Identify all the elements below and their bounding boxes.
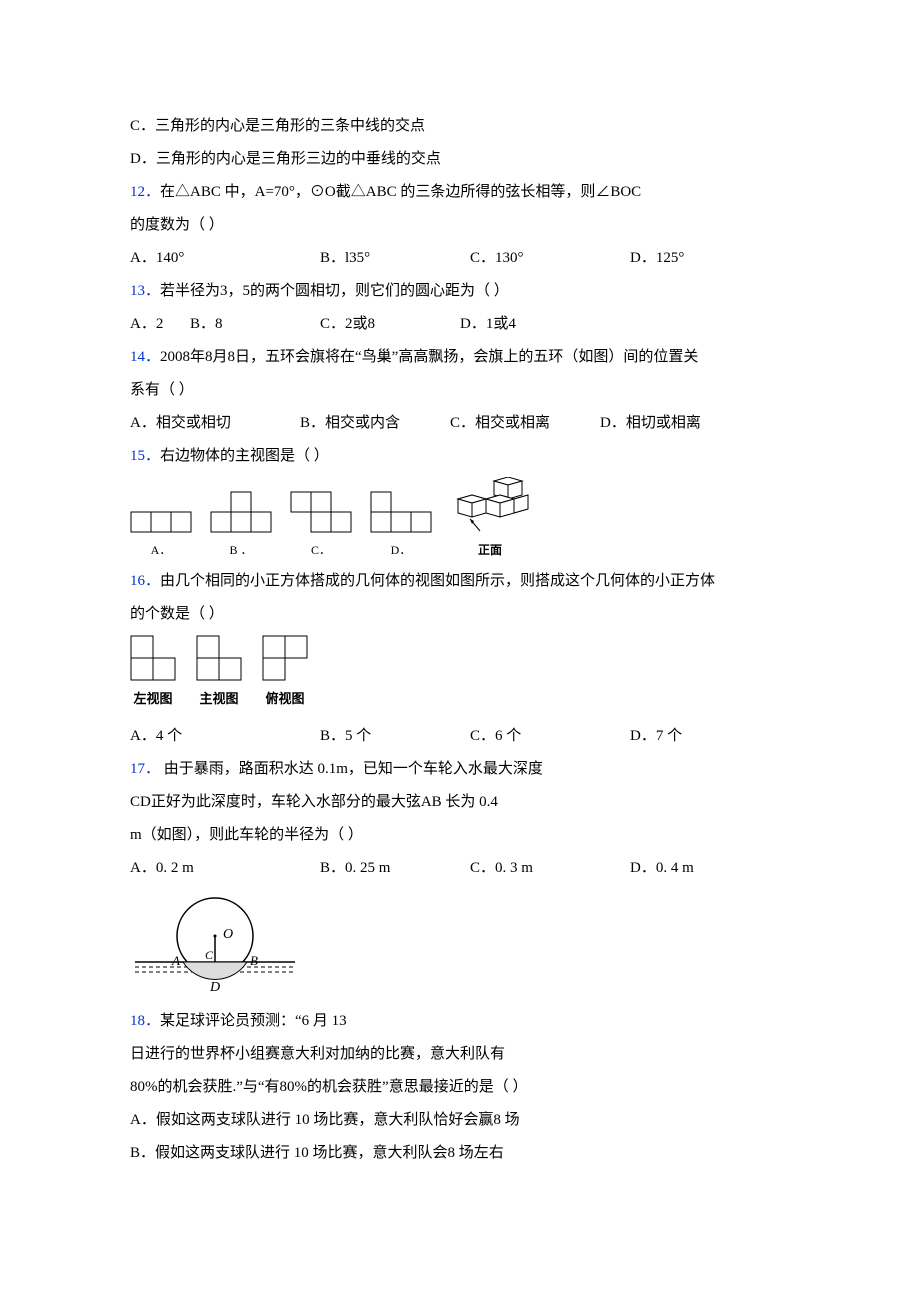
q17-option-a: A．0. 2 m: [130, 852, 320, 885]
q14-text: 2008年8月8日，五环会旗将在“鸟巢”高高飘扬，会旗上的五环（如图）间的位置关: [160, 349, 698, 365]
q15-label-c: C．: [311, 537, 331, 563]
q16-svg-main: [196, 635, 242, 681]
q18-number: 18．: [130, 1013, 160, 1029]
q14-number: 14．: [130, 349, 160, 365]
q16-option-b: B．5 个: [320, 720, 470, 753]
q14-option-a: A．相交或相切: [130, 407, 300, 440]
page: C．三角形的内心是三角形的三条中线的交点 D．三角形的内心是三角形三边的中垂线的…: [0, 0, 920, 1302]
q15-svg-b: [210, 491, 272, 533]
q13-option-d: D．1或4: [460, 308, 516, 341]
q17-label-b: B: [250, 953, 258, 968]
q13-option-c: C．2或8: [320, 308, 460, 341]
q16-option-c: C．6 个: [470, 720, 630, 753]
q16-figures: 左视图 主视图 俯视图: [130, 635, 790, 714]
q17-number: 17．: [130, 761, 160, 777]
q15-fig-d: D．: [370, 491, 432, 563]
q17-options: A．0. 2 m B．0. 25 m C．0. 3 m D．0. 4 m: [130, 852, 790, 885]
q15-fig-c: C．: [290, 491, 352, 563]
q16-fig-top: 俯视图: [262, 635, 308, 714]
q14-option-c: C．相交或相离: [450, 407, 600, 440]
q17-option-b: B．0. 25 m: [320, 852, 470, 885]
q18-line2: 日进行的世界杯小组赛意大利对加纳的比赛，意大利队有: [130, 1038, 790, 1071]
q11-option-c: C．三角形的内心是三角形的三条中线的交点: [130, 110, 790, 143]
q15-svg-a: [130, 491, 192, 533]
q16-number: 16．: [130, 573, 160, 589]
q16-fig-left: 左视图: [130, 635, 176, 714]
q12-option-a: A．140°: [130, 242, 320, 275]
q15-number: 15．: [130, 448, 160, 464]
q17-label-c: C: [205, 948, 214, 962]
q14-line2: 系有（ ）: [130, 374, 790, 407]
q15-svg-d: [370, 491, 432, 533]
q12-number: 12．: [130, 184, 160, 200]
q13-option-a: A．2: [130, 308, 190, 341]
q13-number: 13．: [130, 283, 160, 299]
q14-line1: 14．2008年8月8日，五环会旗将在“鸟巢”高高飘扬，会旗上的五环（如图）间的…: [130, 341, 790, 374]
q15-label-a: A．: [151, 537, 172, 563]
q17-label-a: A: [171, 953, 180, 968]
q17-line1: 17． 由于暴雨，路面积水达 0.1m，已知一个车轮入水最大深度: [130, 753, 790, 786]
q12-options: A．140° B．l35° C．130° D．125°: [130, 242, 790, 275]
q17-label-d: D: [209, 980, 220, 995]
q16-svg-top: [262, 635, 308, 681]
q13-line: 13．若半径为3，5的两个圆相切，则它们的圆心距为（ ）: [130, 275, 790, 308]
q15-figures: A． B ． C．: [130, 477, 790, 563]
q17-figure: O A B C D: [130, 891, 790, 1001]
q15-fig-a: A．: [130, 491, 192, 563]
q14-option-d: D．相切或相离: [600, 407, 701, 440]
q16-fig-main: 主视图: [196, 635, 242, 714]
q17-line2: CD正好为此深度时，车轮入水部分的最大弦AB 长为 0.4: [130, 786, 790, 819]
q15-text: 右边物体的主视图是（ ）: [160, 448, 329, 464]
q15-label-d: D．: [391, 537, 412, 563]
q16-svg-left: [130, 635, 176, 681]
q17-line3: m（如图），则此车轮的半径为（ ）: [130, 819, 790, 852]
q18-text: 某足球评论员预测：“6 月 13: [160, 1013, 347, 1029]
q12-option-b: B．l35°: [320, 242, 470, 275]
q12-text: 在△ABC 中，A=70°，⊙O截△ABC 的三条边所得的弦长相等，则∠BOC: [160, 184, 641, 200]
q14-option-b: B．相交或内含: [300, 407, 450, 440]
q17-option-d: D．0. 4 m: [630, 852, 694, 885]
q17-option-c: C．0. 3 m: [470, 852, 630, 885]
q15-svg-c: [290, 491, 352, 533]
q13-options: A．2 B．8 C．2或8 D．1或4: [130, 308, 790, 341]
q16-option-d: D．7 个: [630, 720, 682, 753]
q16-line2: 的个数是（ ）: [130, 598, 790, 631]
q17-svg: O A B C D: [130, 891, 300, 1001]
q18-option-a: A．假如这两支球队进行 10 场比赛，意大利队恰好会赢8 场: [130, 1104, 790, 1137]
q12-option-c: C．130°: [470, 242, 630, 275]
q15-label-front: 正面: [478, 537, 502, 563]
q14-options: A．相交或相切 B．相交或内含 C．相交或相离 D．相切或相离: [130, 407, 790, 440]
q18-line1: 18．某足球评论员预测：“6 月 13: [130, 1005, 790, 1038]
q16-text: 由几个相同的小正方体搭成的几何体的视图如图所示，则搭成这个几何体的小正方体: [160, 573, 715, 589]
q12-line1: 12．在△ABC 中，A=70°，⊙O截△ABC 的三条边所得的弦长相等，则∠B…: [130, 176, 790, 209]
q15-fig-b: B ．: [210, 491, 272, 563]
q15-label-b: B ．: [229, 537, 252, 563]
q16-label-main: 主视图: [199, 685, 238, 714]
q13-text: 若半径为3，5的两个圆相切，则它们的圆心距为（ ）: [160, 283, 509, 299]
q13-option-b: B．8: [190, 308, 320, 341]
q16-line1: 16．由几个相同的小正方体搭成的几何体的视图如图所示，则搭成这个几何体的小正方体: [130, 565, 790, 598]
q11-option-d: D．三角形的内心是三角形三边的中垂线的交点: [130, 143, 790, 176]
q16-label-left: 左视图: [133, 685, 172, 714]
q12-option-d: D．125°: [630, 242, 684, 275]
q16-label-top: 俯视图: [265, 685, 304, 714]
q15-fig-object: 正面: [450, 477, 530, 563]
q15-line: 15．右边物体的主视图是（ ）: [130, 440, 790, 473]
q18-option-b: B．假如这两支球队进行 10 场比赛，意大利队会8 场左右: [130, 1137, 790, 1170]
q17-label-o: O: [223, 927, 233, 942]
q15-svg-object: [450, 477, 530, 533]
q16-option-a: A．4 个: [130, 720, 320, 753]
q12-line2: 的度数为（ ）: [130, 209, 790, 242]
q18-line3: 80%的机会获胜.”与“有80%的机会获胜”意思最接近的是（ ）: [130, 1071, 790, 1104]
q17-text: 由于暴雨，路面积水达 0.1m，已知一个车轮入水最大深度: [160, 761, 543, 777]
q16-options: A．4 个 B．5 个 C．6 个 D．7 个: [130, 720, 790, 753]
